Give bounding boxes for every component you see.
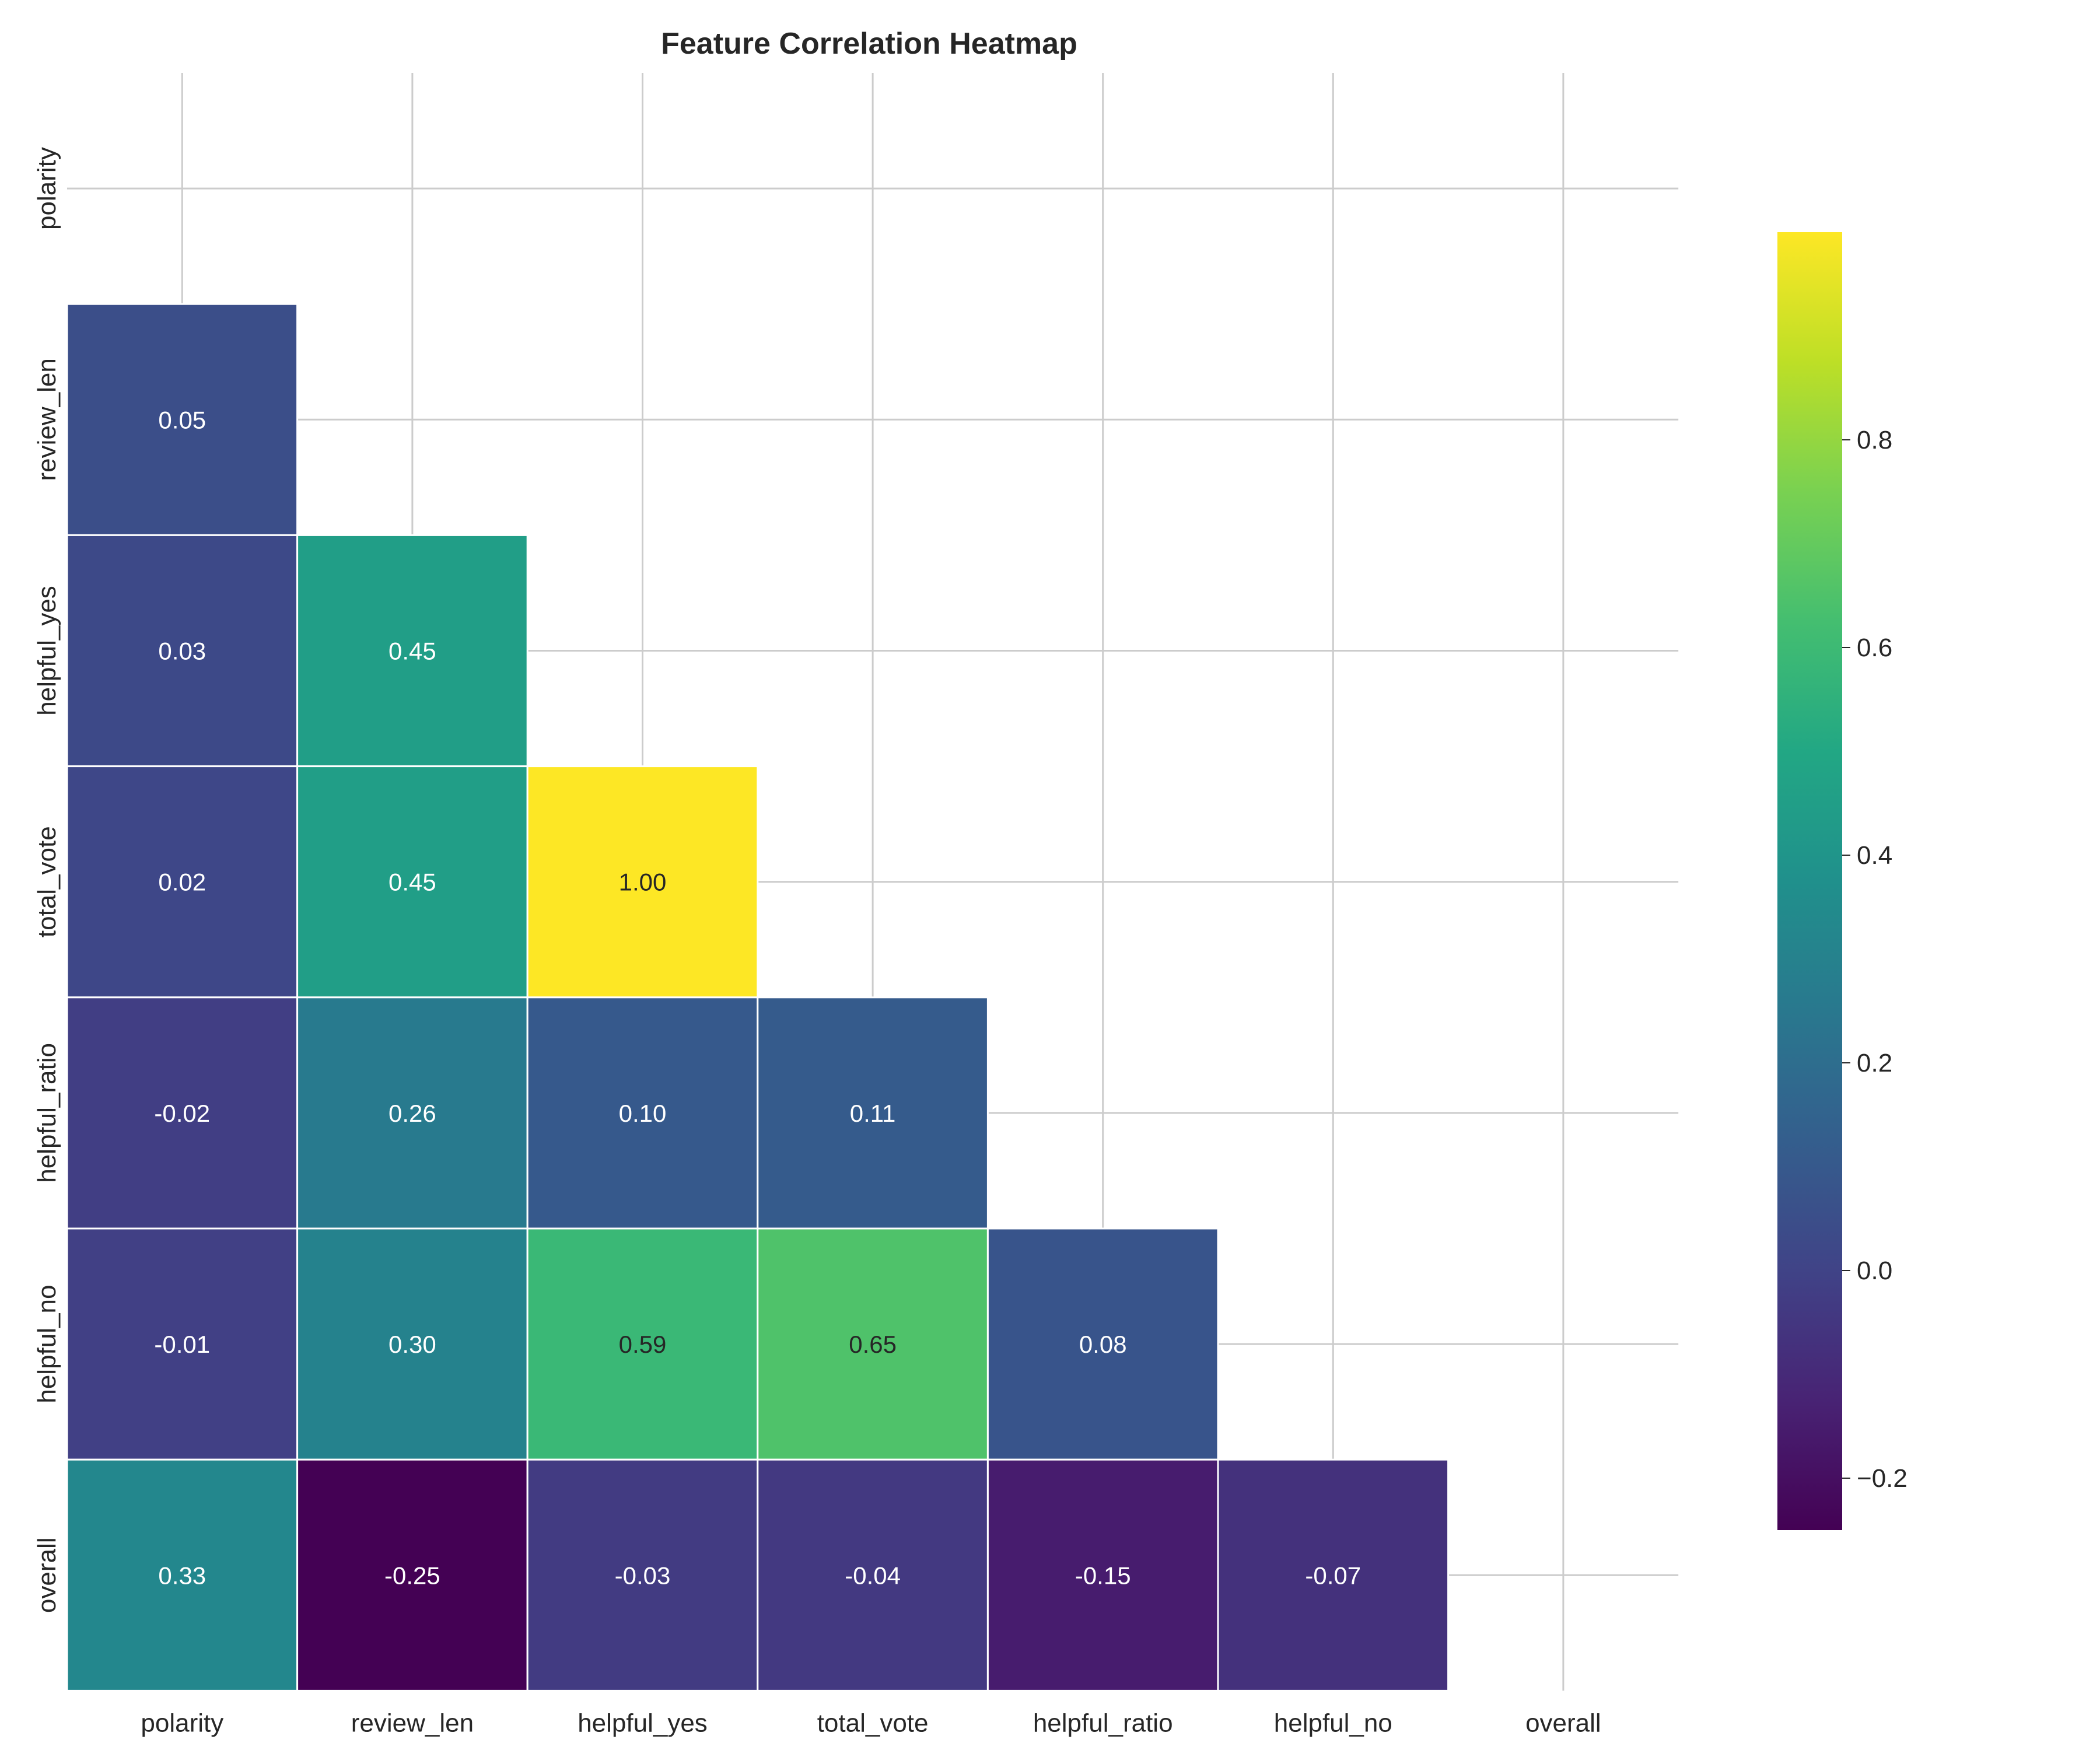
heatmap-cell-helpful_ratio-helpful_yes	[526, 996, 759, 1230]
cell-value-label: 0.08	[1079, 1331, 1127, 1358]
x-tick-label: review_len	[351, 1709, 474, 1737]
heatmap-cell-overall-total_vote	[757, 1458, 989, 1692]
cell-value-label: 0.02	[158, 869, 206, 896]
cell-value-label: -0.02	[154, 1100, 210, 1127]
heatmap-cell-review_len-polarity	[66, 303, 299, 536]
heatmap-cell-overall-polarity	[66, 1458, 299, 1692]
x-axis-tick-labels: polarity review_len helpful_yes total_vote h…	[141, 1709, 1601, 1737]
y-tick-label: overall	[33, 1537, 61, 1613]
x-tick-label: total_vote	[817, 1709, 929, 1737]
cell-value-label: -0.04	[845, 1562, 901, 1589]
x-tick-label: polarity	[141, 1709, 223, 1737]
heatmap-cell-overall-helpful_ratio	[986, 1458, 1219, 1692]
colorbar-tick-label: 0.0	[1857, 1256, 1892, 1285]
heatmap-cell-helpful_yes-review_len	[296, 534, 528, 768]
cell-value-label: 1.00	[619, 869, 667, 896]
cell-value-label: 0.11	[850, 1100, 896, 1127]
colorbar-tick-label: −0.2	[1857, 1464, 1908, 1493]
cell-value-label: -0.07	[1305, 1562, 1361, 1589]
colorbar-tick-label: 0.4	[1857, 841, 1892, 870]
heatmap-cell-helpful_no-helpful_ratio	[986, 1227, 1219, 1461]
cell-value-label: 0.26	[388, 1100, 436, 1127]
cell-value-label: -0.03	[615, 1562, 671, 1589]
colorbar-tick-label: 0.8	[1857, 426, 1892, 454]
colorbar-bar	[1777, 232, 1842, 1530]
y-tick-label: helpful_yes	[33, 586, 61, 716]
colorbar-tick-label: 0.2	[1857, 1049, 1892, 1077]
y-axis-tick-labels: polarity review_len helpful_yes total_voteh…	[33, 147, 61, 1613]
colorbar-tick-label: 0.6	[1857, 634, 1892, 662]
heatmap-cell-helpful_ratio-total_vote	[757, 996, 989, 1230]
cell-value-label: 0.10	[619, 1100, 667, 1127]
cell-value-label: 0.45	[388, 638, 436, 665]
cell-annotations: 0.05 0.03 0.45 0.02 0.45 1.00 -0.02 0.26 0.10 0.1…	[154, 406, 1361, 1589]
cell-value-label: 0.65	[849, 1331, 897, 1358]
chart-title: Feature Correlation Heatmap	[661, 27, 1077, 61]
colorbar: −0.2 0.0 0.2 0.4 0.6 0.8	[1777, 232, 1908, 1530]
heatmap-cell-overall-helpful_no	[1217, 1458, 1450, 1692]
heatmap-cell-helpful_no-polarity	[66, 1227, 299, 1461]
cell-value-label: 0.33	[158, 1562, 206, 1589]
heatmap-cells	[66, 303, 1450, 1692]
heatmap-cell-overall-review_len	[296, 1458, 528, 1692]
heatmap-cell-helpful_ratio-polarity	[66, 996, 299, 1230]
x-tick-label: helpful_yes	[578, 1709, 708, 1737]
cell-value-label: 0.45	[388, 869, 436, 896]
heatmap-cell-total_vote-helpful_yes	[526, 765, 759, 999]
x-tick-label: overall	[1525, 1709, 1601, 1737]
heatmap-cell-total_vote-review_len	[296, 765, 528, 999]
heatmap-cell-overall-helpful_yes	[526, 1458, 759, 1692]
heatmap-cell-helpful_no-review_len	[296, 1227, 528, 1461]
heatmap-cell-helpful_ratio-review_len	[296, 996, 528, 1230]
y-tick-label: helpful_no	[33, 1285, 61, 1404]
y-tick-label: review_len	[33, 358, 61, 481]
x-tick-label: helpful_no	[1274, 1709, 1392, 1737]
y-tick-label: polarity	[33, 147, 61, 230]
cell-value-label: 0.05	[158, 406, 206, 433]
cell-value-label: 0.03	[158, 638, 206, 665]
cell-value-label: 0.30	[388, 1331, 436, 1358]
cell-value-label: -0.25	[384, 1562, 440, 1589]
cell-value-label: -0.15	[1075, 1562, 1131, 1589]
x-tick-label: helpful_ratio	[1033, 1709, 1173, 1737]
cell-value-label: -0.01	[154, 1331, 210, 1358]
y-tick-label: total_vote	[33, 826, 61, 937]
y-tick-label: helpful_ratio	[33, 1043, 61, 1183]
cell-value-label: 0.59	[619, 1331, 667, 1358]
